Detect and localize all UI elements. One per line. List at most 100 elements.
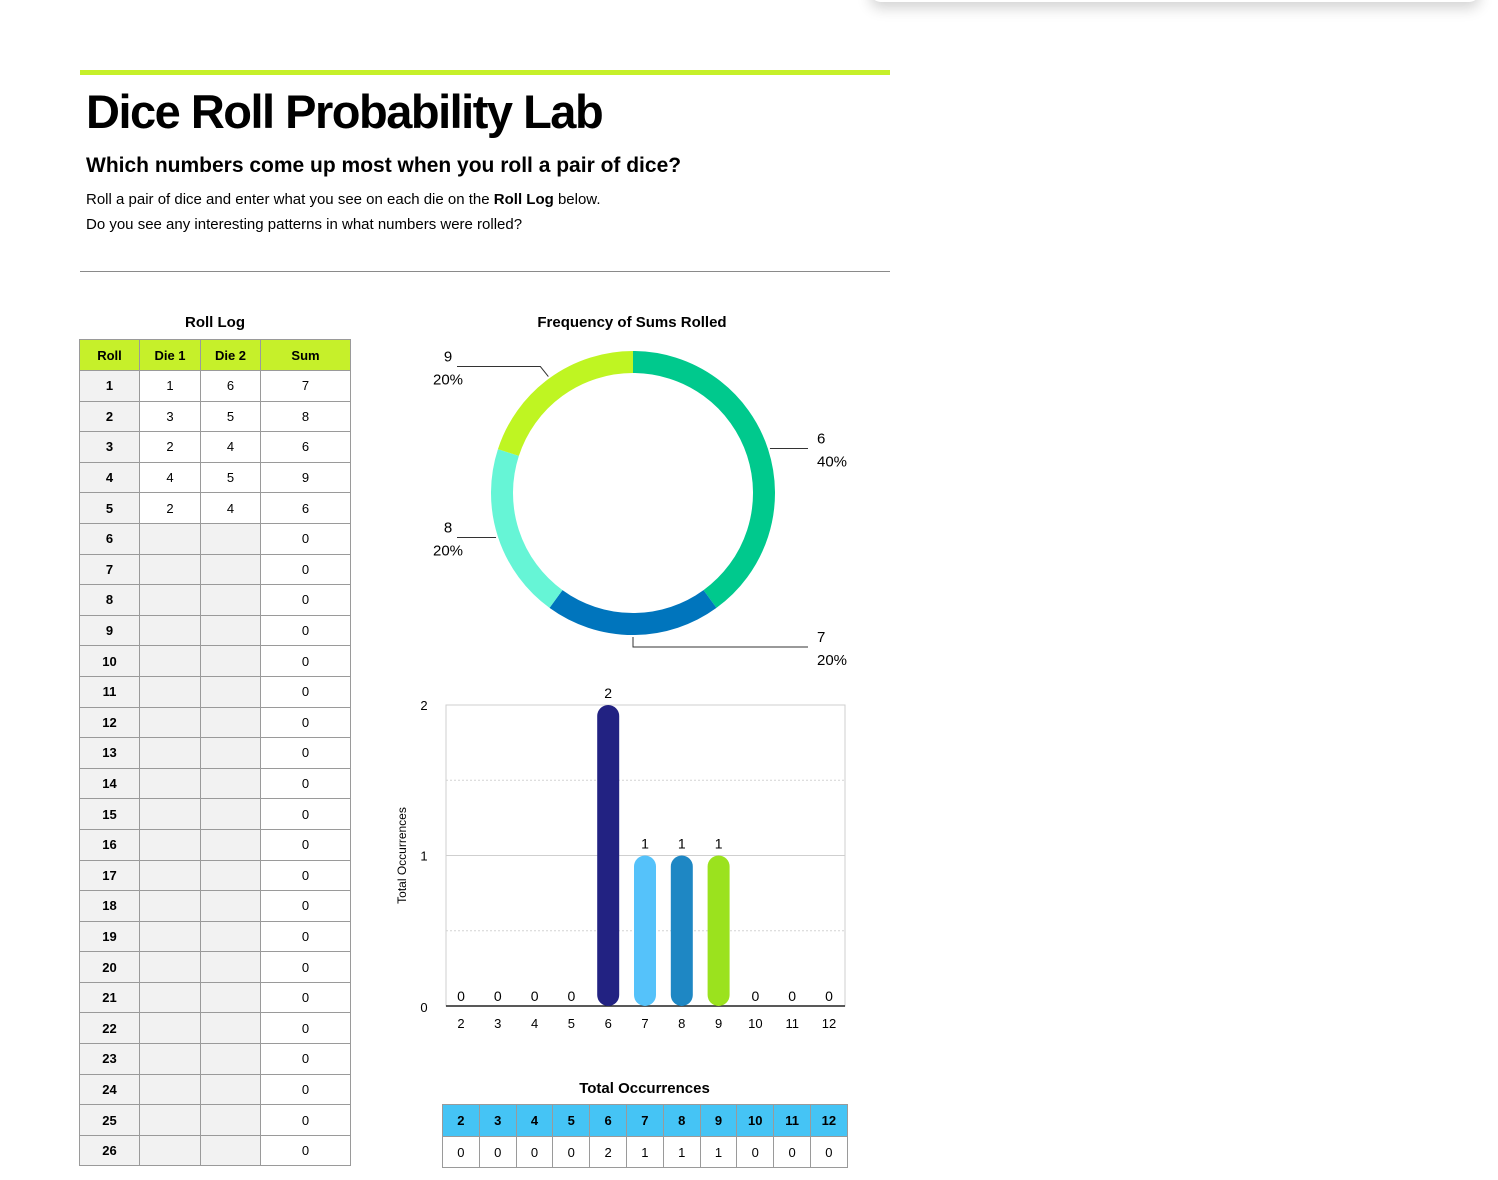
x-tick-label: 2 [457, 1016, 464, 1031]
die1-input-cell[interactable] [139, 1012, 201, 1045]
roll-number-cell: 10 [79, 645, 140, 677]
occurrence-sum-header: 6 [589, 1104, 627, 1137]
donut-slice-9 [497, 351, 634, 457]
occurrence-count-cell: 1 [699, 1136, 738, 1168]
roll-log-row: 19 0 [79, 920, 351, 953]
die2-input-cell[interactable]: 5 [200, 461, 261, 494]
sum-cell: 0 [260, 614, 351, 647]
die2-input-cell[interactable]: 4 [200, 431, 261, 463]
die1-input-cell[interactable]: 4 [139, 461, 201, 494]
sum-cell: 0 [260, 737, 351, 769]
roll-log-header-row: Roll Die 1 Die 2 Sum [79, 339, 351, 371]
die2-input-cell[interactable] [200, 798, 261, 830]
die2-input-cell[interactable]: 5 [200, 400, 261, 433]
die2-input-cell[interactable] [200, 920, 261, 953]
die1-input-cell[interactable] [139, 706, 201, 739]
die2-input-cell[interactable] [200, 675, 261, 708]
die2-input-cell[interactable] [200, 1073, 261, 1106]
roll-number-cell: 22 [79, 1012, 140, 1045]
die2-input-cell[interactable] [200, 645, 261, 677]
die2-input-cell[interactable] [200, 522, 261, 555]
sum-cell: 0 [260, 767, 351, 800]
y-tick-label: 1 [420, 849, 427, 864]
die2-input-cell[interactable] [200, 584, 261, 616]
die2-input-cell[interactable] [200, 553, 261, 586]
roll-number-cell: 7 [79, 553, 140, 586]
die2-input-cell[interactable] [200, 1012, 261, 1045]
occurrence-count-cell: 0 [478, 1136, 517, 1168]
bar-9 [707, 855, 730, 1006]
die1-input-cell[interactable] [139, 645, 201, 677]
die1-input-cell[interactable] [139, 584, 201, 616]
x-tick-label: 6 [605, 1016, 612, 1031]
roll-number-cell: 18 [79, 890, 140, 922]
bar-value-label: 0 [568, 988, 576, 1004]
roll-log-row: 10 0 [79, 645, 351, 677]
die1-input-cell[interactable] [139, 1134, 201, 1167]
bar-value-label: 0 [752, 988, 760, 1004]
roll-number-cell: 8 [79, 584, 140, 616]
die2-input-cell[interactable] [200, 1134, 261, 1167]
die1-input-cell[interactable] [139, 737, 201, 769]
bar-8 [670, 855, 693, 1006]
occurrence-count-cell: 1 [625, 1136, 664, 1168]
sum-cell: 0 [260, 1134, 351, 1167]
sum-cell: 0 [260, 1012, 351, 1045]
die2-input-cell[interactable] [200, 767, 261, 800]
die1-input-cell[interactable] [139, 859, 201, 892]
die1-input-cell[interactable] [139, 890, 201, 922]
die2-input-cell[interactable] [200, 737, 261, 769]
die1-input-cell[interactable]: 2 [139, 492, 201, 524]
die1-input-cell[interactable]: 2 [139, 431, 201, 463]
roll-number-cell: 14 [79, 767, 140, 800]
x-tick-label: 11 [785, 1016, 799, 1031]
donut-label-9: 9 [444, 349, 452, 366]
die2-input-cell[interactable] [200, 1043, 261, 1075]
sum-cell: 0 [260, 951, 351, 983]
donut-slice-8 [491, 449, 563, 608]
roll-number-cell: 5 [79, 492, 140, 524]
donut-label-7: 7 [817, 629, 825, 646]
die1-input-cell[interactable] [139, 828, 201, 861]
die1-input-cell[interactable] [139, 675, 201, 708]
die1-input-cell[interactable] [139, 1104, 201, 1136]
donut-slice-6 [632, 351, 775, 608]
die1-input-cell[interactable] [139, 522, 201, 555]
x-tick-label: 10 [748, 1016, 762, 1031]
die1-input-cell[interactable] [139, 614, 201, 647]
die2-input-cell[interactable] [200, 706, 261, 739]
bar-6 [597, 705, 620, 1006]
die2-input-cell[interactable] [200, 828, 261, 861]
die2-input-cell[interactable] [200, 614, 261, 647]
die1-input-cell[interactable]: 3 [139, 400, 201, 433]
die1-input-cell[interactable] [139, 798, 201, 830]
die1-input-cell[interactable]: 1 [139, 370, 201, 402]
die2-input-cell[interactable] [200, 981, 261, 1014]
roll-number-cell: 2 [79, 400, 140, 433]
die2-input-cell[interactable] [200, 859, 261, 892]
intro-text-start: Roll a pair of dice and enter what you s… [86, 191, 494, 208]
die2-input-cell[interactable]: 6 [200, 370, 261, 402]
sum-cell: 0 [260, 828, 351, 861]
die1-input-cell[interactable] [139, 1043, 201, 1075]
die1-input-cell[interactable] [139, 951, 201, 983]
bar-value-label: 0 [531, 988, 539, 1004]
die1-input-cell[interactable] [139, 920, 201, 953]
y-tick-label: 2 [420, 698, 427, 713]
die2-input-cell[interactable] [200, 1104, 261, 1136]
die2-input-cell[interactable]: 4 [200, 492, 261, 524]
die1-input-cell[interactable] [139, 981, 201, 1014]
die2-input-cell[interactable] [200, 890, 261, 922]
die1-input-cell[interactable] [139, 767, 201, 800]
donut-percent-7: 20% [817, 652, 847, 669]
die1-input-cell[interactable] [139, 553, 201, 586]
sum-cell: 0 [260, 553, 351, 586]
sum-col-header: Sum [260, 339, 351, 371]
die2-input-cell[interactable] [200, 951, 261, 983]
die1-input-cell[interactable] [139, 1073, 201, 1106]
